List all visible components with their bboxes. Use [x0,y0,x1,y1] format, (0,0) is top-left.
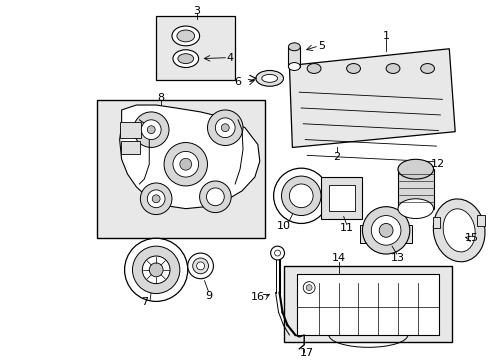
Circle shape [192,258,208,274]
Circle shape [289,184,312,208]
Ellipse shape [420,64,434,73]
Circle shape [206,188,224,206]
Text: 6: 6 [234,77,241,87]
Circle shape [164,143,207,186]
Circle shape [187,253,213,279]
Circle shape [196,262,204,270]
Circle shape [273,168,328,224]
Bar [156,16,235,80]
Text: 2: 2 [332,152,340,162]
Circle shape [378,224,392,237]
Ellipse shape [261,75,277,82]
Circle shape [152,195,160,203]
Ellipse shape [346,64,360,73]
Text: 9: 9 [204,291,212,301]
Ellipse shape [288,43,300,51]
Text: 5: 5 [318,41,325,51]
Circle shape [207,110,243,145]
Ellipse shape [397,199,433,219]
Bar [97,100,264,238]
Circle shape [199,181,231,213]
Circle shape [180,158,191,170]
Text: 12: 12 [429,159,444,169]
Bar [476,215,484,226]
Polygon shape [289,49,454,148]
Bar [121,140,140,154]
Bar [120,122,141,138]
Circle shape [305,285,311,291]
Circle shape [221,124,229,132]
Bar [328,185,354,211]
Circle shape [173,152,198,177]
Ellipse shape [288,63,300,71]
Bar [297,274,439,335]
Text: 3: 3 [193,6,200,16]
Circle shape [281,176,320,216]
Circle shape [147,190,165,208]
Ellipse shape [442,209,474,252]
Circle shape [149,263,163,277]
Circle shape [133,112,169,148]
Ellipse shape [432,199,484,262]
Text: 1: 1 [382,31,389,41]
Bar [320,177,362,219]
Ellipse shape [255,71,283,86]
Circle shape [270,246,284,260]
Circle shape [215,118,235,138]
Text: 8: 8 [157,93,164,103]
Ellipse shape [173,50,198,68]
Text: 10: 10 [276,221,290,231]
Bar [360,225,411,243]
Text: 13: 13 [390,253,404,263]
Circle shape [274,250,280,256]
Bar [284,266,451,342]
Text: 15: 15 [464,233,478,243]
Bar [397,169,433,209]
Ellipse shape [397,159,433,179]
Circle shape [140,183,172,215]
Text: 17: 17 [300,348,314,358]
Circle shape [142,256,170,284]
Ellipse shape [306,64,320,73]
Circle shape [124,238,187,301]
Bar [288,47,300,67]
Text: 14: 14 [331,253,345,263]
Ellipse shape [178,54,193,64]
Polygon shape [120,105,259,209]
Ellipse shape [386,64,399,73]
Text: 16: 16 [250,292,264,302]
Text: 11: 11 [339,224,353,233]
Circle shape [141,120,161,140]
Circle shape [370,216,400,245]
Circle shape [147,126,155,134]
Circle shape [303,282,314,293]
Bar [431,217,440,228]
Circle shape [362,207,409,254]
Text: 7: 7 [141,297,147,307]
Ellipse shape [177,30,194,42]
Text: 4: 4 [226,53,233,63]
Circle shape [132,246,180,293]
Ellipse shape [172,26,199,46]
